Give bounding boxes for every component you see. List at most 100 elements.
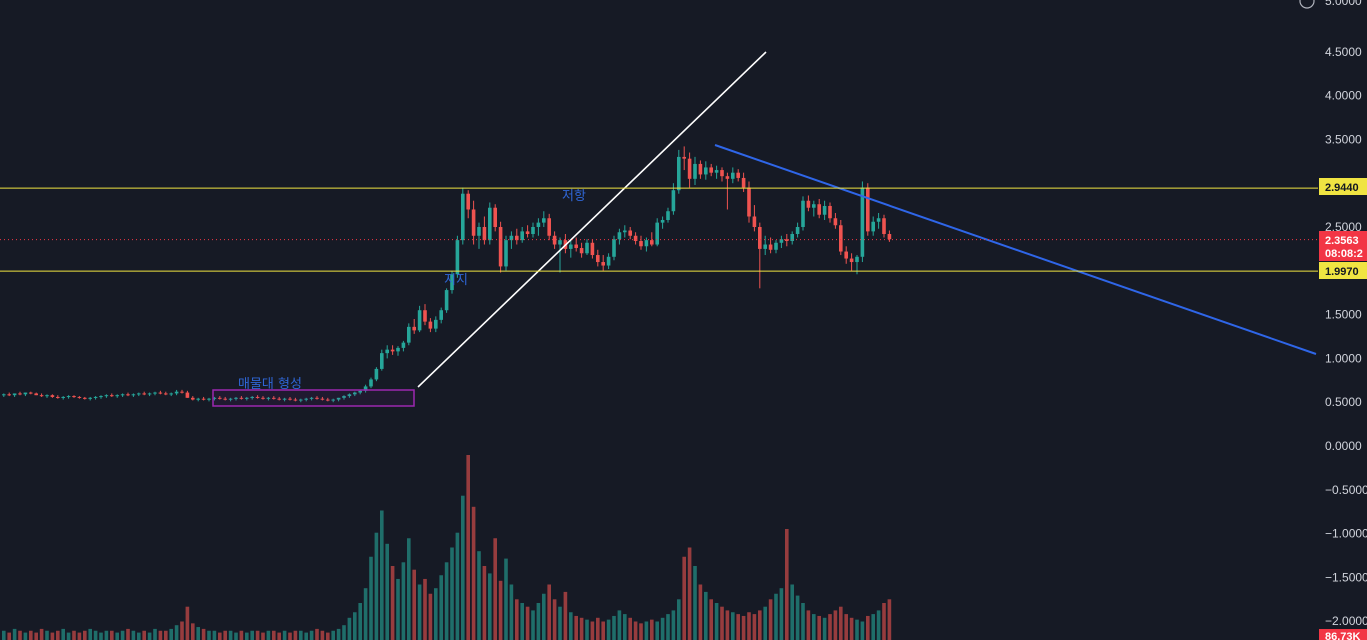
candle-body <box>660 219 665 223</box>
volume-bar <box>509 584 514 640</box>
candle-body <box>56 396 60 398</box>
candle-body <box>855 256 859 263</box>
candle-body <box>860 187 865 257</box>
volume-bar <box>644 621 649 640</box>
candle-body <box>7 394 11 396</box>
candle-body <box>552 235 557 245</box>
candle-body <box>164 393 168 395</box>
volume-bar <box>7 632 11 640</box>
volume-bar <box>369 556 373 640</box>
candle-body <box>617 232 622 240</box>
volume-bar <box>768 599 773 640</box>
candle-body <box>266 397 271 399</box>
volume-bar <box>137 632 141 640</box>
candle-body <box>633 235 638 242</box>
volume-bar <box>434 588 438 640</box>
candle-body <box>601 262 605 266</box>
candle-body <box>752 216 757 227</box>
candle-body <box>801 200 805 227</box>
volume-bar <box>660 617 665 640</box>
candle-body <box>72 396 76 398</box>
candle-body <box>304 398 308 400</box>
volume-bar <box>552 599 557 640</box>
volume-bar <box>153 628 157 640</box>
volume-bar <box>542 593 546 640</box>
info-icon[interactable] <box>1299 0 1315 9</box>
volume-bar <box>758 610 762 640</box>
candle-body <box>606 256 611 266</box>
volume-bar <box>650 619 654 640</box>
candle-body <box>417 310 422 331</box>
volume-bar <box>666 614 670 640</box>
candle-body <box>45 395 49 397</box>
candle-body <box>439 310 443 320</box>
volume-bar <box>185 606 190 640</box>
volume-bar <box>83 630 87 640</box>
candle-body <box>844 251 848 259</box>
candle-body <box>396 347 400 352</box>
volume-bar <box>774 593 778 640</box>
candle-body <box>137 393 141 395</box>
candle-body <box>315 397 319 399</box>
candle-body <box>77 396 82 398</box>
volume-bar <box>795 595 800 640</box>
volume-bar <box>525 606 530 640</box>
candle-body <box>50 395 55 397</box>
volume-bar <box>39 628 44 640</box>
level-tag-upper: 2.9440 <box>1319 178 1367 195</box>
level-tag-upper-text: 2.9440 <box>1325 182 1359 194</box>
candle-body <box>623 230 627 233</box>
volume-bar <box>315 628 319 640</box>
volume-bar <box>261 632 265 640</box>
candle-body <box>887 234 892 240</box>
candle-body <box>790 234 794 242</box>
accumulation-zone-box <box>212 389 415 407</box>
price-tick-label: 2.5000 <box>1325 220 1362 234</box>
candle-body <box>763 244 767 249</box>
axis-top-widget[interactable]: 5.0000 <box>1299 0 1362 9</box>
candle-body <box>347 394 352 397</box>
volume-bar <box>828 614 832 640</box>
axis-top-partial-label: 5.0000 <box>1325 0 1362 8</box>
candle-body <box>196 398 200 400</box>
volume-bar <box>234 632 238 640</box>
volume-bar <box>498 580 503 640</box>
volume-bar <box>34 632 38 640</box>
candle-body <box>590 242 595 256</box>
candle-body <box>115 395 119 397</box>
candle-body <box>785 239 789 242</box>
volume-bar <box>309 630 314 640</box>
candle-body <box>412 326 416 331</box>
volume-bar <box>844 614 848 640</box>
volume-bar <box>196 627 200 640</box>
volume-bar <box>239 630 244 640</box>
volume-bar <box>655 621 659 640</box>
price-tick-label: −1.0000 <box>1325 527 1367 541</box>
volume-bar <box>66 632 71 640</box>
volume-bar <box>725 610 730 640</box>
drawings: 매물대 형성 지지 저항 <box>212 51 1317 407</box>
candle-body <box>34 393 38 396</box>
candle-body <box>731 172 735 179</box>
volume-bar <box>342 625 346 640</box>
volume-bar <box>423 578 427 640</box>
candle-body <box>110 395 114 397</box>
candle-body <box>650 240 654 245</box>
candle-body <box>682 156 686 159</box>
candle-body <box>461 193 465 241</box>
candle-body <box>363 386 368 391</box>
candle-body <box>18 393 22 395</box>
candle-body <box>428 321 433 329</box>
volume-bar <box>147 632 152 640</box>
volume-bar <box>601 621 605 640</box>
candle-body <box>828 205 832 219</box>
volume-bar <box>218 632 222 640</box>
volume-bar <box>336 628 341 640</box>
volume-bar <box>174 625 179 640</box>
volume-bar <box>860 621 865 640</box>
volume-bar <box>228 630 233 640</box>
candle-body <box>142 393 146 395</box>
volume-bar <box>785 529 789 640</box>
volume-bar <box>547 584 551 640</box>
